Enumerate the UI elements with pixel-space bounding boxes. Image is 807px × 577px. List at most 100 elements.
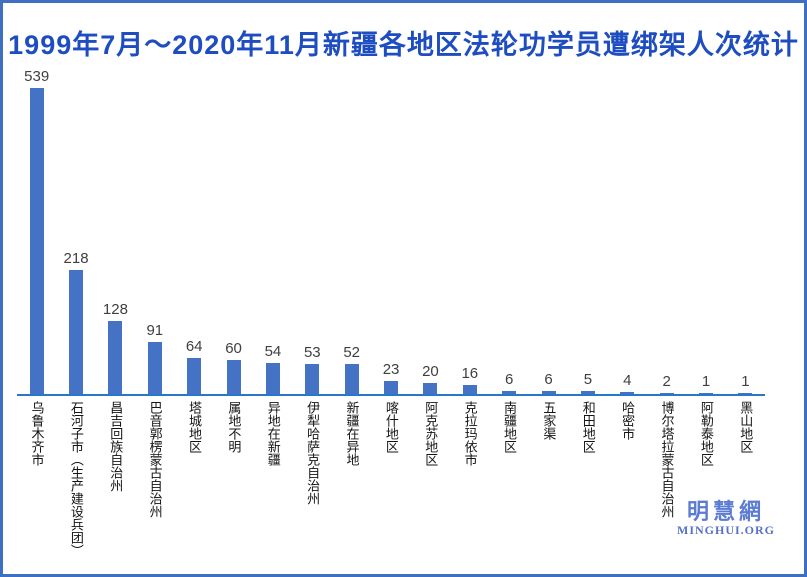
bar-value-label: 20 — [422, 363, 439, 380]
bar-slot: 54 — [253, 87, 292, 394]
bar-slot: 218 — [56, 87, 95, 394]
category-label-text: 塔城地区 — [187, 401, 202, 453]
category-label-text: 阿克苏地区 — [423, 401, 439, 466]
bar-slot: 5 — [568, 87, 607, 394]
bar-slot: 20 — [411, 87, 450, 394]
bar — [108, 321, 123, 394]
category-label: 喀什地区 — [371, 401, 410, 453]
bar — [305, 364, 320, 394]
bar — [738, 393, 753, 394]
bar-slot: 6 — [529, 87, 568, 394]
bar — [659, 393, 674, 394]
bar-slot: 2 — [647, 87, 686, 394]
category-label-text: 乌鲁木齐市 — [29, 401, 45, 466]
bar-value-label: 1 — [741, 373, 750, 390]
category-label-text: 异地在新疆 — [265, 401, 281, 466]
category-label: 克拉玛依市 — [450, 401, 489, 466]
category-label-text: 黑山地区 — [738, 401, 754, 453]
category-label: 昌吉回族自治州 — [96, 401, 135, 492]
bar-value-label: 64 — [185, 338, 203, 355]
category-label: 阿勒泰地区 — [686, 401, 725, 466]
category-label: 五家渠 — [529, 401, 568, 440]
category-label: 和田地区 — [568, 401, 607, 453]
bar-slot: 91 — [135, 87, 174, 394]
bar-value-label: 53 — [303, 344, 321, 361]
category-label-text: 属地不明 — [226, 401, 242, 453]
minghui-logo-url: MINGHUI.ORG — [677, 523, 775, 537]
category-label: 博尔塔拉蒙古自治州 — [647, 401, 686, 518]
bar — [384, 381, 399, 394]
bar — [580, 391, 595, 394]
bar — [620, 392, 635, 394]
bar — [226, 360, 241, 394]
bar-value-label: 6 — [505, 371, 514, 388]
bar-value-label: 91 — [146, 322, 164, 339]
bar-value-label: 2 — [662, 373, 671, 390]
category-label-text: 巴音郭楞蒙古自治州 — [147, 401, 163, 518]
category-label: 石河子市（生产建设兵团） — [56, 401, 95, 557]
bar — [423, 383, 438, 394]
bar-slot: 16 — [450, 87, 489, 394]
category-label: 异地在新疆 — [253, 401, 292, 466]
bar-slot: 4 — [608, 87, 647, 394]
category-label-text: 南疆地区 — [502, 401, 517, 453]
bar-slot: 60 — [214, 87, 253, 394]
bar — [462, 385, 477, 394]
category-label: 哈密市 — [608, 401, 647, 440]
bar — [69, 270, 84, 394]
bar — [699, 393, 714, 394]
category-label-text: 和田地区 — [580, 401, 596, 453]
bar-slot: 1 — [726, 87, 765, 394]
bar-value-label: 128 — [102, 301, 128, 318]
category-label-text: 哈密市 — [620, 401, 636, 440]
chart-title: 1999年7月～2020年11月新疆各地区法轮功学员遭绑架人次统计 — [8, 30, 799, 60]
category-label-text: 石河子市（生产建设兵团） — [68, 401, 84, 557]
bar-value-label: 218 — [63, 250, 89, 267]
category-axis-labels: 乌鲁木齐市 石河子市（生产建设兵团） 昌吉回族自治州 巴音郭楞蒙古自治州 塔城地区 属地不… — [17, 401, 765, 557]
bar-value-label: 23 — [382, 361, 400, 378]
bar-value-label: 539 — [24, 68, 50, 85]
bar — [502, 391, 517, 394]
bar-value-label: 52 — [343, 344, 361, 361]
category-label-text: 伊犁哈萨克自治州 — [305, 401, 321, 505]
bar — [147, 342, 162, 394]
minghui-logo-chinese: 明慧網 — [686, 499, 765, 524]
bar — [344, 364, 359, 394]
category-label: 伊犁哈萨克自治州 — [293, 401, 332, 505]
bar-slot: 1 — [686, 87, 725, 394]
bar-value-label: 60 — [225, 340, 242, 357]
bar-value-label: 4 — [623, 372, 632, 389]
category-label-text: 克拉玛依市 — [462, 401, 478, 466]
bar-slot: 539 — [17, 68, 56, 394]
bar-value-label: 54 — [264, 343, 282, 360]
bar — [187, 358, 202, 394]
category-label-text: 五家渠 — [541, 401, 557, 440]
category-label-text: 喀什地区 — [383, 401, 399, 453]
bar-value-label: 5 — [583, 371, 593, 388]
category-label: 乌鲁木齐市 — [17, 401, 56, 466]
bar — [541, 391, 556, 394]
category-label: 阿克苏地区 — [411, 401, 450, 466]
category-label-text: 博尔塔拉蒙古自治州 — [659, 401, 675, 518]
bar-slot: 23 — [371, 87, 410, 394]
bar — [29, 88, 44, 394]
category-label: 巴音郭楞蒙古自治州 — [135, 401, 174, 518]
category-label-text: 昌吉回族自治州 — [108, 401, 124, 492]
bar-slot: 128 — [96, 87, 135, 394]
category-label-text: 阿勒泰地区 — [698, 401, 714, 466]
category-label: 黑山地区 — [726, 401, 765, 453]
category-label: 新疆在异地 — [332, 401, 371, 466]
category-label: 塔城地区 — [175, 401, 214, 453]
bar-value-label: 6 — [544, 371, 553, 388]
category-label-text: 新疆在异地 — [344, 401, 360, 466]
bar — [265, 363, 280, 394]
bar-slot: 53 — [293, 87, 332, 394]
plot-area: 539 218 128 91 64 60 54 53 52 23 20 16 6 6 5 4 2 1 1 — [17, 68, 765, 396]
bar-slot: 52 — [332, 87, 371, 394]
bar-slot: 64 — [175, 87, 214, 394]
category-label: 属地不明 — [214, 401, 253, 453]
bar-slot: 6 — [490, 87, 529, 394]
category-label: 南疆地区 — [490, 401, 529, 453]
minghui-watermark: 明慧網 MINGHUI.ORG — [677, 500, 775, 537]
